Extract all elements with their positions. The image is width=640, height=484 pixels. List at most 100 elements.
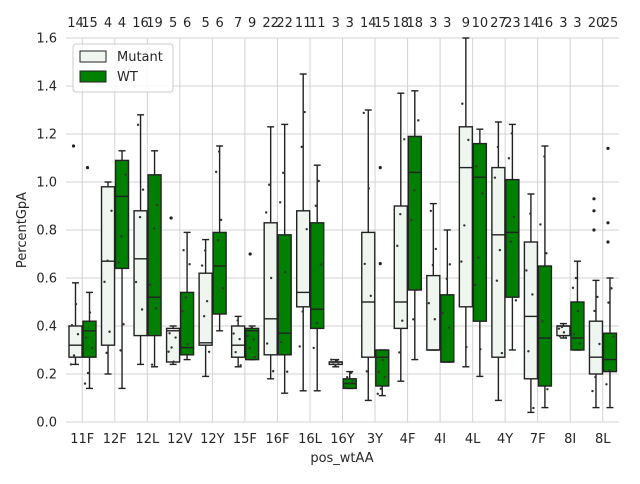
box-wt-4L [472, 128, 488, 378]
box-wt-4I [440, 229, 455, 364]
count-label: 14 [67, 16, 84, 31]
x-tick-label: 4F [400, 432, 416, 447]
data-point [70, 324, 74, 327]
box-iqr [375, 349, 390, 387]
outlier-point [378, 262, 382, 266]
data-point [250, 325, 253, 329]
box-iqr [133, 210, 148, 337]
box-mutant-15F [230, 315, 246, 368]
data-point [168, 332, 171, 335]
data-point [541, 320, 544, 323]
data-point [152, 227, 156, 230]
data-point [117, 261, 120, 264]
box-wt-15F [244, 252, 260, 361]
y-tick-label: 0.6 [36, 272, 57, 287]
box-iqr [114, 159, 130, 270]
data-point [463, 224, 466, 227]
x-tick-label: 4L [465, 432, 481, 447]
data-point [441, 311, 445, 315]
data-point [493, 176, 497, 179]
data-point [134, 280, 138, 284]
data-point [217, 150, 221, 153]
box-mutant-12F [100, 181, 116, 375]
box-iqr [277, 234, 292, 356]
x-tick-label: 16L [298, 432, 323, 447]
data-point [269, 276, 273, 280]
x-tick-label: 12V [167, 432, 193, 447]
count-label: 22 [262, 16, 279, 31]
data-point [467, 138, 470, 142]
box-wt-12Y [212, 145, 227, 332]
x-tick-label: 8L [595, 432, 611, 447]
data-point [303, 110, 306, 114]
y-tick-label: 1.6 [36, 32, 57, 47]
data-point [562, 331, 566, 334]
outlier-point [71, 144, 76, 148]
y-tick-label: 1.0 [36, 176, 57, 191]
data-point [525, 269, 528, 272]
data-point [401, 319, 404, 322]
box-mutant-8I [556, 322, 571, 339]
data-point [532, 406, 535, 410]
box-iqr [556, 325, 571, 337]
data-point [84, 336, 88, 339]
data-point [398, 351, 401, 354]
data-point [69, 363, 73, 366]
data-point [181, 310, 184, 313]
x-tick-label: 12L [135, 432, 160, 447]
data-point [527, 350, 530, 353]
data-point [376, 392, 379, 395]
data-point [317, 179, 320, 183]
data-point [598, 342, 601, 346]
count-label: 20 [588, 16, 605, 31]
data-point [379, 387, 382, 390]
box-wt-12L [147, 150, 162, 368]
box-iqr [537, 265, 553, 387]
boxes-layer [68, 37, 618, 414]
box-wt-7F [537, 145, 553, 409]
data-point [76, 333, 80, 336]
data-point [90, 346, 94, 350]
y-tick-label: 0.4 [36, 320, 57, 335]
data-point [560, 325, 564, 329]
box-iqr [523, 241, 539, 380]
data-point [427, 301, 431, 305]
box-wt-8I [570, 260, 585, 351]
data-point [314, 204, 317, 208]
data-point [578, 342, 582, 345]
legend-label-mutant: Mutant [117, 50, 163, 65]
data-point [236, 319, 239, 322]
box-wt-16Y [342, 370, 357, 390]
data-point [336, 359, 339, 362]
data-point [279, 340, 283, 344]
data-point [557, 327, 561, 330]
data-point [365, 370, 368, 373]
data-point [182, 249, 185, 252]
data-point [461, 102, 464, 105]
count-label: 15 [81, 16, 98, 31]
data-point [460, 260, 463, 263]
data-point [367, 187, 370, 190]
count-label: 22 [276, 16, 293, 31]
data-point [474, 283, 477, 287]
data-point [202, 315, 206, 318]
data-point [591, 389, 594, 393]
data-point [184, 296, 187, 299]
box-iqr [505, 178, 520, 298]
box-mutant-4L [458, 37, 474, 368]
data-point [110, 209, 113, 212]
data-point [576, 309, 580, 313]
x-tick-label: 15F [233, 432, 257, 447]
data-point [234, 350, 237, 354]
box-wt-8L [602, 146, 618, 409]
box-iqr [212, 231, 227, 315]
count-label: 18 [393, 16, 410, 31]
count-label: 3 [573, 16, 581, 31]
outlier-point [606, 240, 610, 244]
data-point [413, 189, 416, 192]
box-wt-11F [82, 166, 97, 390]
box-iqr [426, 274, 441, 351]
box-mutant-16L [296, 73, 311, 392]
box-mutant-11F [68, 144, 83, 366]
data-point [136, 123, 140, 126]
